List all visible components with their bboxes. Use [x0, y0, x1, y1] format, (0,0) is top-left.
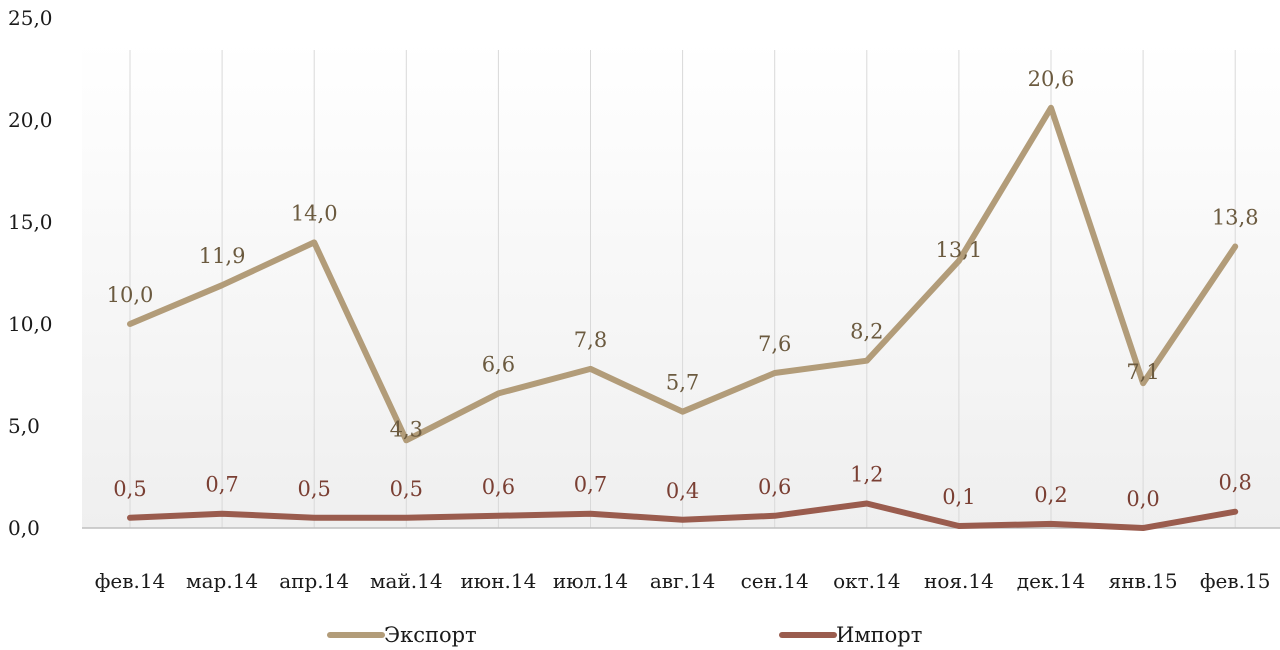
data-label-import: 0,8 [1218, 471, 1251, 495]
data-label-export: 7,8 [574, 328, 607, 352]
x-tick-label: мар.14 [186, 569, 258, 593]
x-tick-label: апр.14 [279, 569, 349, 593]
x-tick-label: май.14 [370, 569, 443, 593]
x-tick-label: фев.14 [95, 569, 166, 593]
data-label-import: 0,2 [1034, 483, 1067, 507]
plot-area [82, 40, 1280, 528]
data-label-import: 0,7 [205, 473, 238, 497]
x-tick-label: янв.15 [1109, 569, 1178, 593]
y-tick-label: 15,0 [8, 210, 53, 234]
data-label-import: 0,7 [574, 473, 607, 497]
data-label-import: 0,1 [942, 485, 975, 509]
data-label-import: 1,2 [850, 463, 883, 487]
data-label-import: 0,6 [482, 475, 515, 499]
y-tick-label: 0,0 [8, 516, 40, 540]
legend-label-import: Импорт [836, 623, 922, 647]
y-tick-label: 25,0 [8, 6, 53, 30]
data-label-export: 13,1 [936, 238, 983, 262]
data-label-export: 11,9 [199, 244, 246, 268]
data-label-export: 14,0 [291, 201, 338, 225]
data-label-export: 20,6 [1028, 67, 1075, 91]
data-label-export: 8,2 [850, 320, 883, 344]
legend-label-export: Экспорт [384, 623, 477, 647]
data-label-import: 0,5 [297, 477, 330, 501]
x-tick-label: июн.14 [460, 569, 536, 593]
y-tick-label: 20,0 [8, 108, 53, 132]
x-tick-label: июл.14 [553, 569, 628, 593]
series-line-export [127, 104, 1239, 444]
data-label-export: 7,1 [1126, 360, 1159, 384]
gridlines [129, 50, 1236, 528]
y-tick-label: 5,0 [8, 414, 40, 438]
x-tick-label: сен.14 [741, 569, 809, 593]
x-tick-label: окт.14 [833, 569, 900, 593]
data-label-import: 0,6 [758, 475, 791, 499]
x-tick-label: дек.14 [1017, 569, 1085, 593]
data-label-import: 0,5 [113, 477, 146, 501]
series [127, 104, 1239, 531]
data-label-import: 0,4 [666, 479, 699, 503]
x-tick-label: фев.15 [1200, 569, 1271, 593]
data-label-import: 0,0 [1126, 487, 1159, 511]
data-label-export: 5,7 [666, 371, 699, 395]
x-tick-label: авг.14 [650, 569, 715, 593]
data-labels: 10,0 11,9 14,0 4,3 6,6 7,8 5,7 7,6 8,2 13,1 20,6 7,… [107, 67, 1259, 511]
y-tick-label: 10,0 [8, 312, 53, 336]
data-label-import: 0,5 [390, 477, 423, 501]
series-line-import [127, 500, 1239, 531]
data-label-export: 13,8 [1212, 205, 1259, 229]
data-label-export: 4,3 [390, 417, 423, 441]
data-label-export: 7,6 [758, 332, 791, 356]
data-label-export: 6,6 [482, 352, 515, 376]
x-tick-label: ноя.14 [924, 569, 994, 593]
data-label-export: 10,0 [107, 283, 154, 307]
legend: Экспорт Импорт [327, 623, 922, 647]
